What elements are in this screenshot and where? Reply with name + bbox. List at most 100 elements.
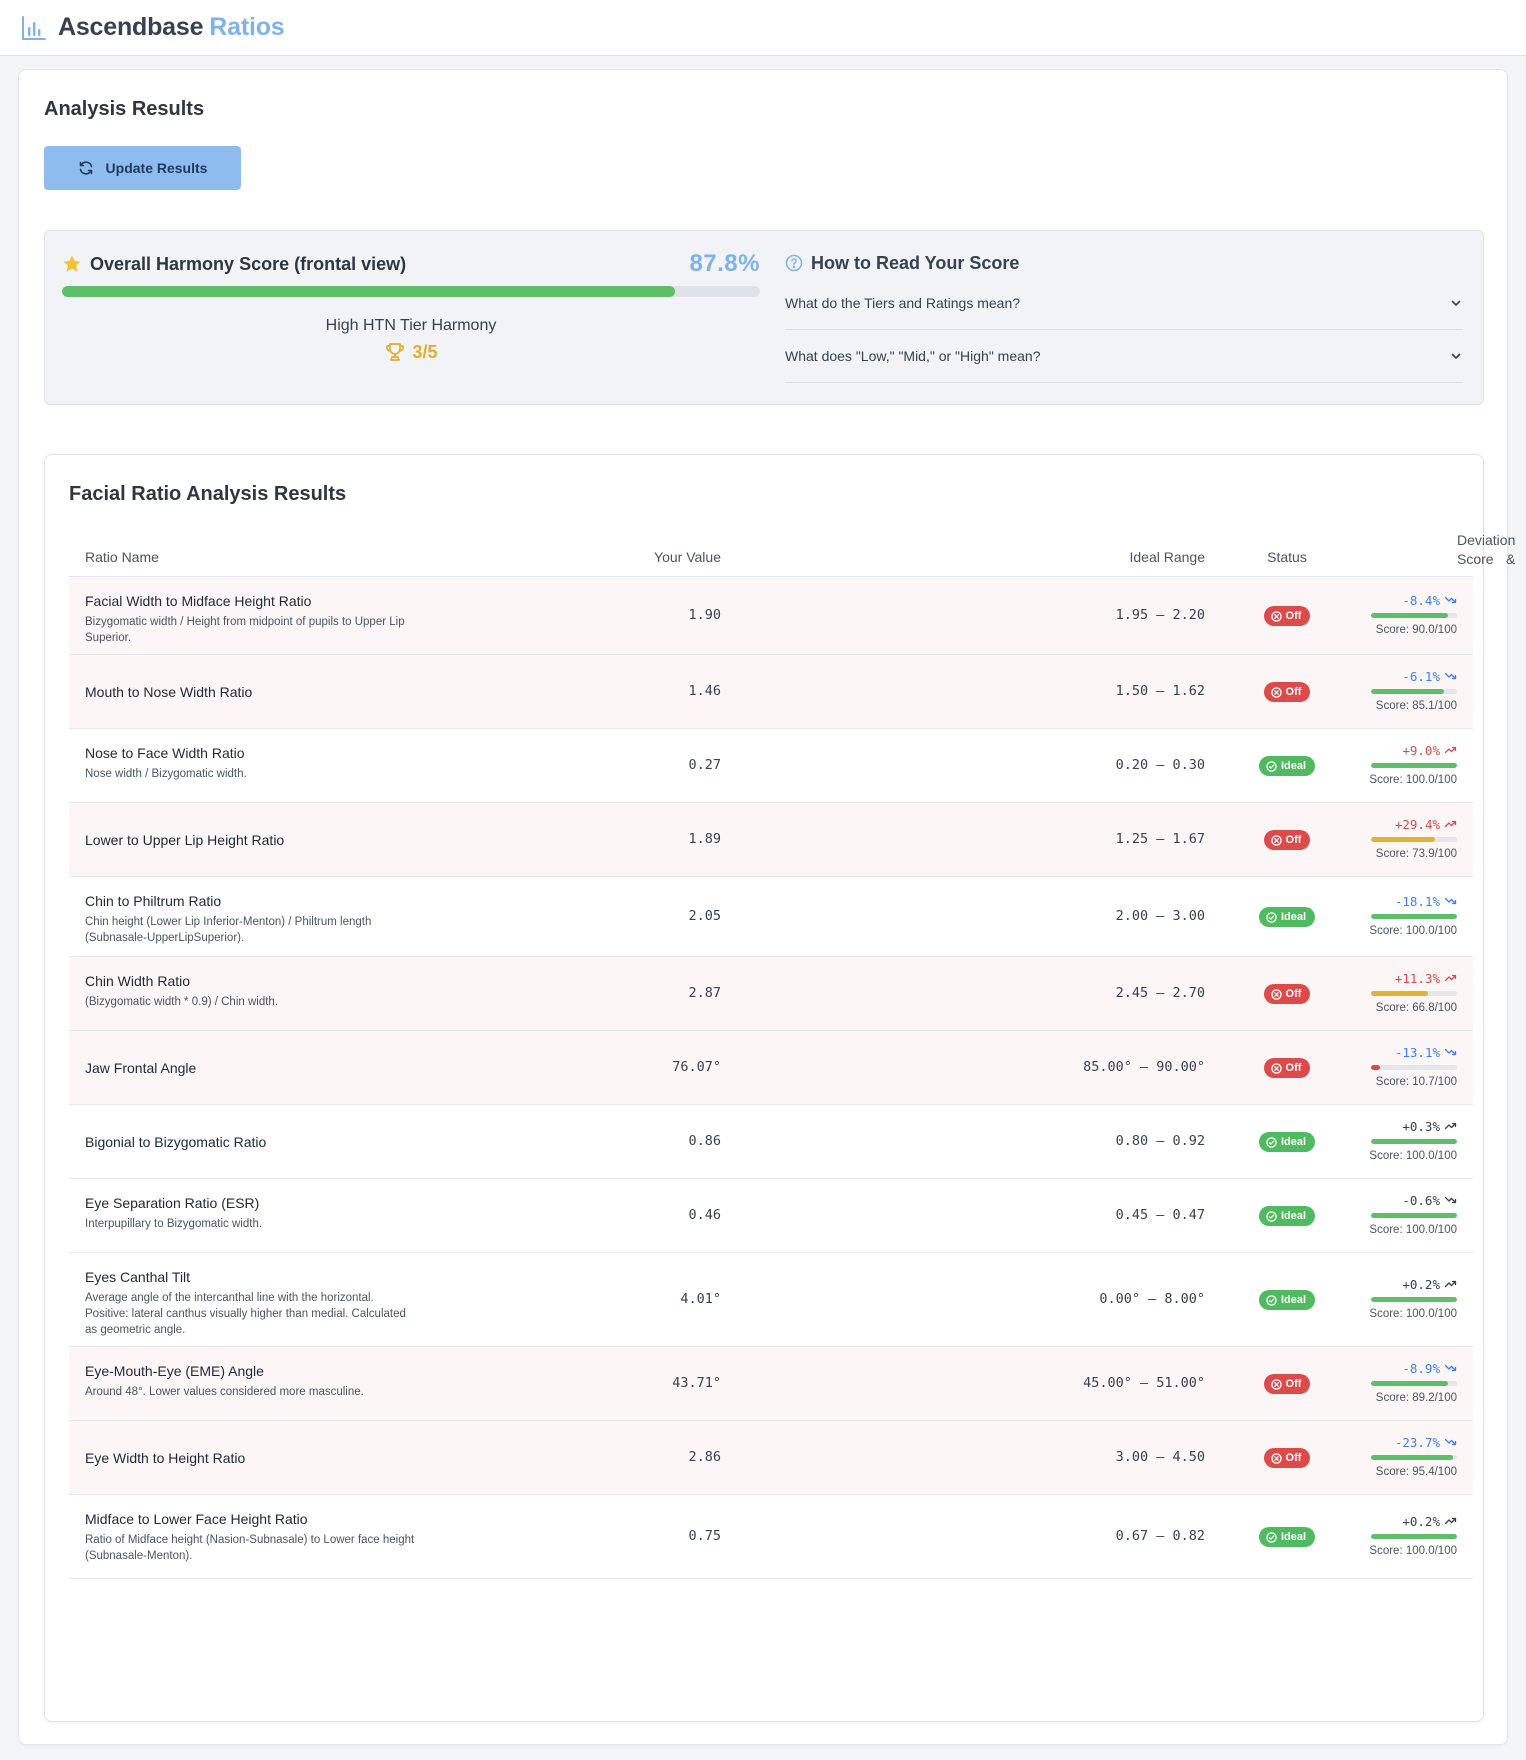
trending-up-icon <box>1444 1515 1457 1527</box>
trending-down-icon <box>1444 895 1457 907</box>
ratio-name-cell: Jaw Frontal Angle <box>85 1060 415 1076</box>
check-circle-icon <box>1266 760 1277 772</box>
x-circle-icon <box>1270 686 1282 698</box>
ideal-range: 0.45 – 0.47 <box>1115 1207 1205 1223</box>
table-row: Mouth to Nose Width Ratio 1.46 1.50 – 1.62… <box>69 655 1473 729</box>
app-brand[interactable]: Ascendbase Ratios <box>58 13 285 42</box>
overall-score-section: Overall Harmony Score (frontal view) 87.… <box>62 249 760 363</box>
column-header-deviation-line1: Deviation & <box>1457 532 1516 567</box>
score-bar <box>1371 1381 1457 1386</box>
check-circle-icon <box>1266 1531 1277 1543</box>
status-cell: Off <box>1247 830 1327 850</box>
table-row: Lower to Upper Lip Height Ratio 1.89 1.25 … <box>69 803 1473 877</box>
ratio-name-cell: Bigonial to Bizygomatic Ratio <box>85 1134 415 1150</box>
score-bar <box>1371 991 1457 996</box>
ratio-name: Chin to Philtrum Ratio <box>85 893 222 909</box>
ratio-name: Jaw Frontal Angle <box>85 1060 197 1076</box>
status-cell: Off <box>1247 1448 1327 1468</box>
ratio-description: Bizygomatic width / Height from midpoint… <box>85 616 405 644</box>
ratio-value: 0.86 <box>688 1133 721 1149</box>
x-circle-icon <box>1270 1452 1282 1464</box>
brand-accent: Ratios <box>209 13 285 41</box>
score-bar-fill <box>1371 1381 1448 1386</box>
status-cell: Off <box>1247 606 1327 626</box>
table-row: Facial Width to Midface Height Ratio Bizy… <box>69 577 1473 655</box>
tier-rating-value: 3/5 <box>412 341 438 362</box>
score-bar-fill <box>1371 1534 1457 1539</box>
ratio-value: 2.87 <box>688 985 721 1001</box>
deviation-cell: +0.2% Score: 100.0/100 <box>1347 1513 1457 1557</box>
status-label: Ideal <box>1280 1294 1307 1306</box>
ideal-range: 0.20 – 0.30 <box>1115 757 1205 773</box>
status-cell: Ideal <box>1247 907 1327 927</box>
harmony-score-panel: Overall Harmony Score (frontal view) 87.… <box>44 230 1484 405</box>
ratio-name: Eye Width to Height Ratio <box>85 1450 246 1466</box>
score-guide-title: How to Read Your Score <box>811 252 1020 273</box>
faq-tiers-ratings[interactable]: What do the Tiers and Ratings mean? <box>785 277 1463 330</box>
score-bar <box>1371 613 1457 618</box>
faq-question: What do the Tiers and Ratings mean? <box>785 295 1021 311</box>
status-badge: Ideal <box>1258 1206 1316 1226</box>
ideal-range: 1.50 – 1.62 <box>1115 683 1205 699</box>
column-header-range[interactable]: Ideal Range <box>1129 549 1205 565</box>
score-bar-fill <box>1371 763 1457 768</box>
score-label: Score: 100.0/100 <box>1369 1150 1457 1162</box>
status-cell: Off <box>1247 1058 1327 1078</box>
deviation-value: +0.2% <box>1402 1513 1440 1529</box>
ideal-range: 85.00° – 90.00° <box>1083 1059 1205 1075</box>
deviation-cell: +11.3% Score: 66.8/100 <box>1347 970 1457 1014</box>
column-header-name[interactable]: Ratio Name <box>85 549 159 565</box>
ratio-value: 2.05 <box>688 908 721 924</box>
ideal-range: 1.95 – 2.20 <box>1115 607 1205 623</box>
help-circle-icon <box>785 254 803 272</box>
score-label: Score: 100.0/100 <box>1369 925 1457 937</box>
score-bar-fill <box>1371 1065 1381 1070</box>
score-label: Score: 90.0/100 <box>1375 624 1457 636</box>
ratio-name-cell: Eyes Canthal Tilt Average angle of the in… <box>85 1269 415 1338</box>
table-row: Bigonial to Bizygomatic Ratio 0.86 0.80 – … <box>69 1105 1473 1179</box>
ratio-name: Bigonial to Bizygomatic Ratio <box>85 1134 267 1150</box>
column-header-status[interactable]: Status <box>1267 549 1307 565</box>
score-bar <box>1371 1213 1457 1218</box>
x-circle-icon <box>1270 610 1282 622</box>
ratio-value: 1.89 <box>688 831 721 847</box>
ratio-table: Ratio Name Your Value Ideal Range Status… <box>69 531 1515 1579</box>
update-results-button[interactable]: Update Results <box>44 146 241 190</box>
ratio-description: Ratio of Midface height (Nasion-Subnasal… <box>85 1534 415 1562</box>
score-bar-fill <box>1371 1455 1454 1460</box>
score-bar-fill <box>1371 914 1457 919</box>
ratio-value: 0.75 <box>688 1528 721 1544</box>
ideal-range: 45.00° – 51.00° <box>1083 1375 1205 1391</box>
table-row: Eyes Canthal Tilt Average angle of the in… <box>69 1253 1473 1347</box>
ideal-range: 2.45 – 2.70 <box>1115 985 1205 1001</box>
status-badge: Off <box>1263 1374 1311 1394</box>
ratio-value: 43.71° <box>672 1375 721 1391</box>
status-cell: Off <box>1247 984 1327 1004</box>
trending-down-icon <box>1444 1194 1457 1206</box>
score-label: Score: 85.1/100 <box>1375 700 1457 712</box>
score-bar <box>1371 1139 1457 1144</box>
trending-up-icon <box>1444 744 1457 756</box>
score-bar <box>1371 914 1457 919</box>
score-bar-fill <box>1371 991 1429 996</box>
ratio-name: Midface to Lower Face Height Ratio <box>85 1511 308 1527</box>
status-badge: Ideal <box>1258 1132 1316 1152</box>
deviation-value: -23.7% <box>1394 1434 1440 1450</box>
x-circle-icon <box>1270 1378 1282 1390</box>
score-label: Score: 10.7/100 <box>1375 1076 1457 1088</box>
table-row: Eye-Mouth-Eye (EME) Angle Around 48°. Low… <box>69 1347 1473 1421</box>
status-cell: Ideal <box>1247 756 1327 776</box>
status-cell: Ideal <box>1247 1206 1327 1226</box>
x-circle-icon <box>1270 988 1282 1000</box>
table-row: Eye Width to Height Ratio 2.86 3.00 – 4.50… <box>69 1421 1473 1495</box>
score-label: Score: 100.0/100 <box>1369 1545 1457 1557</box>
trophy-icon <box>384 341 406 363</box>
status-label: Off <box>1285 988 1302 1000</box>
score-label: Score: 66.8/100 <box>1375 1002 1457 1014</box>
faq-low-mid-high[interactable]: What does "Low," "Mid," or "High" mean? <box>785 330 1463 383</box>
score-label: Score: 100.0/100 <box>1369 1308 1457 1320</box>
chevron-down-icon <box>1449 296 1463 310</box>
table-header: Ratio Name Your Value Ideal Range Status… <box>69 531 1515 577</box>
column-header-value[interactable]: Your Value <box>654 549 721 565</box>
table-row: Midface to Lower Face Height Ratio Ratio … <box>69 1495 1473 1579</box>
